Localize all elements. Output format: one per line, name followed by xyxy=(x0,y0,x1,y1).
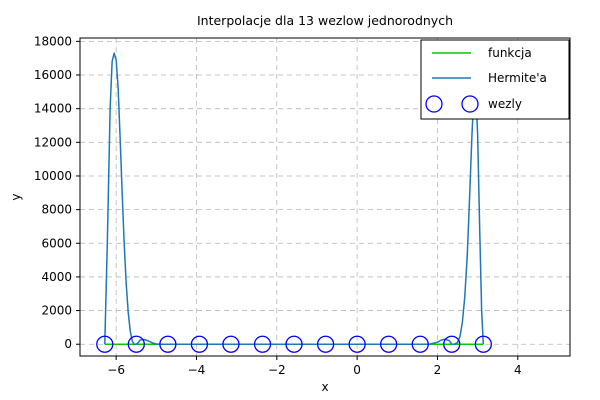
x-tick-label: 0 xyxy=(353,363,361,377)
legend: funkcja Hermite'a wezly xyxy=(420,39,570,120)
x-tick-label: 2 xyxy=(434,363,442,377)
y-tick-label: 16000 xyxy=(34,68,72,82)
y-tick-label: 0 xyxy=(64,337,72,351)
node-marker xyxy=(411,335,429,353)
y-tick-label: 10000 xyxy=(34,169,72,183)
node-marker xyxy=(443,335,461,353)
y-tick-label: 14000 xyxy=(34,102,72,116)
legend-label-funkcja: funkcja xyxy=(488,46,532,60)
y-axis-label: y xyxy=(9,193,23,200)
node-marker xyxy=(285,335,303,353)
x-tick-label: −2 xyxy=(268,363,286,377)
node-marker xyxy=(348,335,366,353)
legend-swatch-wezly-marker xyxy=(425,95,443,113)
node-marker xyxy=(222,335,240,353)
node-marker xyxy=(253,335,272,353)
y-tick-label: 4000 xyxy=(41,270,72,284)
y-tick-label: 2000 xyxy=(41,304,72,318)
node-marker xyxy=(474,335,492,353)
y-tick-label: 8000 xyxy=(41,203,72,217)
node-marker xyxy=(96,335,114,353)
legend-label-hermite: Hermite'a xyxy=(488,71,547,85)
series-line-hermite-a xyxy=(104,52,485,345)
node-marker xyxy=(159,335,177,353)
legend-label-wezly: wezly xyxy=(488,97,522,111)
node-marker xyxy=(380,335,398,353)
x-tick-label: −6 xyxy=(107,363,125,377)
chart-title: Interpolacje dla 13 wezlow jednorodnych xyxy=(197,13,453,28)
x-axis-label: x xyxy=(321,380,328,394)
node-marker xyxy=(127,335,145,353)
x-tick-label: −4 xyxy=(188,363,206,377)
node-marker xyxy=(190,335,209,353)
series-layer xyxy=(104,52,485,345)
y-tick-label: 12000 xyxy=(34,135,72,149)
y-tick-label: 6000 xyxy=(41,236,72,250)
tick-labels: −6 −4 −2 0 2 4 0 2000 4000 6000 8000 10000 12000 1400… xyxy=(34,34,522,377)
y-tick-label: 18000 xyxy=(34,34,72,48)
node-marker xyxy=(316,335,335,353)
plot-frame xyxy=(79,37,571,357)
legend-swatch-wezly-marker xyxy=(461,95,479,113)
x-tick-label: 4 xyxy=(514,363,522,377)
node-markers xyxy=(96,335,492,353)
